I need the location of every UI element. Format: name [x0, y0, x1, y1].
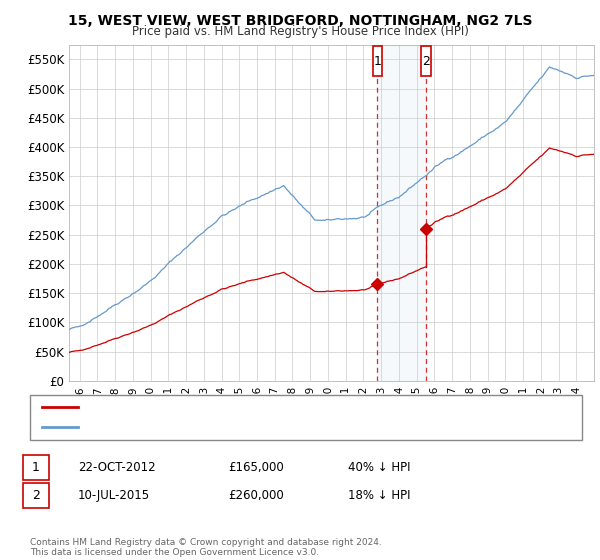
Text: 18% ↓ HPI: 18% ↓ HPI [348, 489, 410, 502]
Text: 22-OCT-2012: 22-OCT-2012 [78, 461, 155, 474]
FancyBboxPatch shape [373, 46, 382, 76]
Text: Contains HM Land Registry data © Crown copyright and database right 2024.
This d: Contains HM Land Registry data © Crown c… [30, 538, 382, 557]
Text: 2: 2 [32, 489, 40, 502]
Text: 1: 1 [373, 55, 382, 68]
Text: HPI: Average price, detached house, Rushcliffe: HPI: Average price, detached house, Rush… [87, 422, 331, 432]
FancyBboxPatch shape [421, 46, 431, 76]
Text: 40% ↓ HPI: 40% ↓ HPI [348, 461, 410, 474]
Text: 10-JUL-2015: 10-JUL-2015 [78, 489, 150, 502]
Text: 2: 2 [422, 55, 430, 68]
Text: 15, WEST VIEW, WEST BRIDGFORD, NOTTINGHAM, NG2 7LS: 15, WEST VIEW, WEST BRIDGFORD, NOTTINGHA… [68, 14, 532, 28]
Text: £165,000: £165,000 [228, 461, 284, 474]
Text: Price paid vs. HM Land Registry's House Price Index (HPI): Price paid vs. HM Land Registry's House … [131, 25, 469, 38]
Text: 1: 1 [32, 461, 40, 474]
Text: £260,000: £260,000 [228, 489, 284, 502]
Bar [377, 45, 426, 381]
Text: 15, WEST VIEW, WEST BRIDGFORD, NOTTINGHAM, NG2 7LS (detached house): 15, WEST VIEW, WEST BRIDGFORD, NOTTINGHA… [87, 402, 493, 412]
